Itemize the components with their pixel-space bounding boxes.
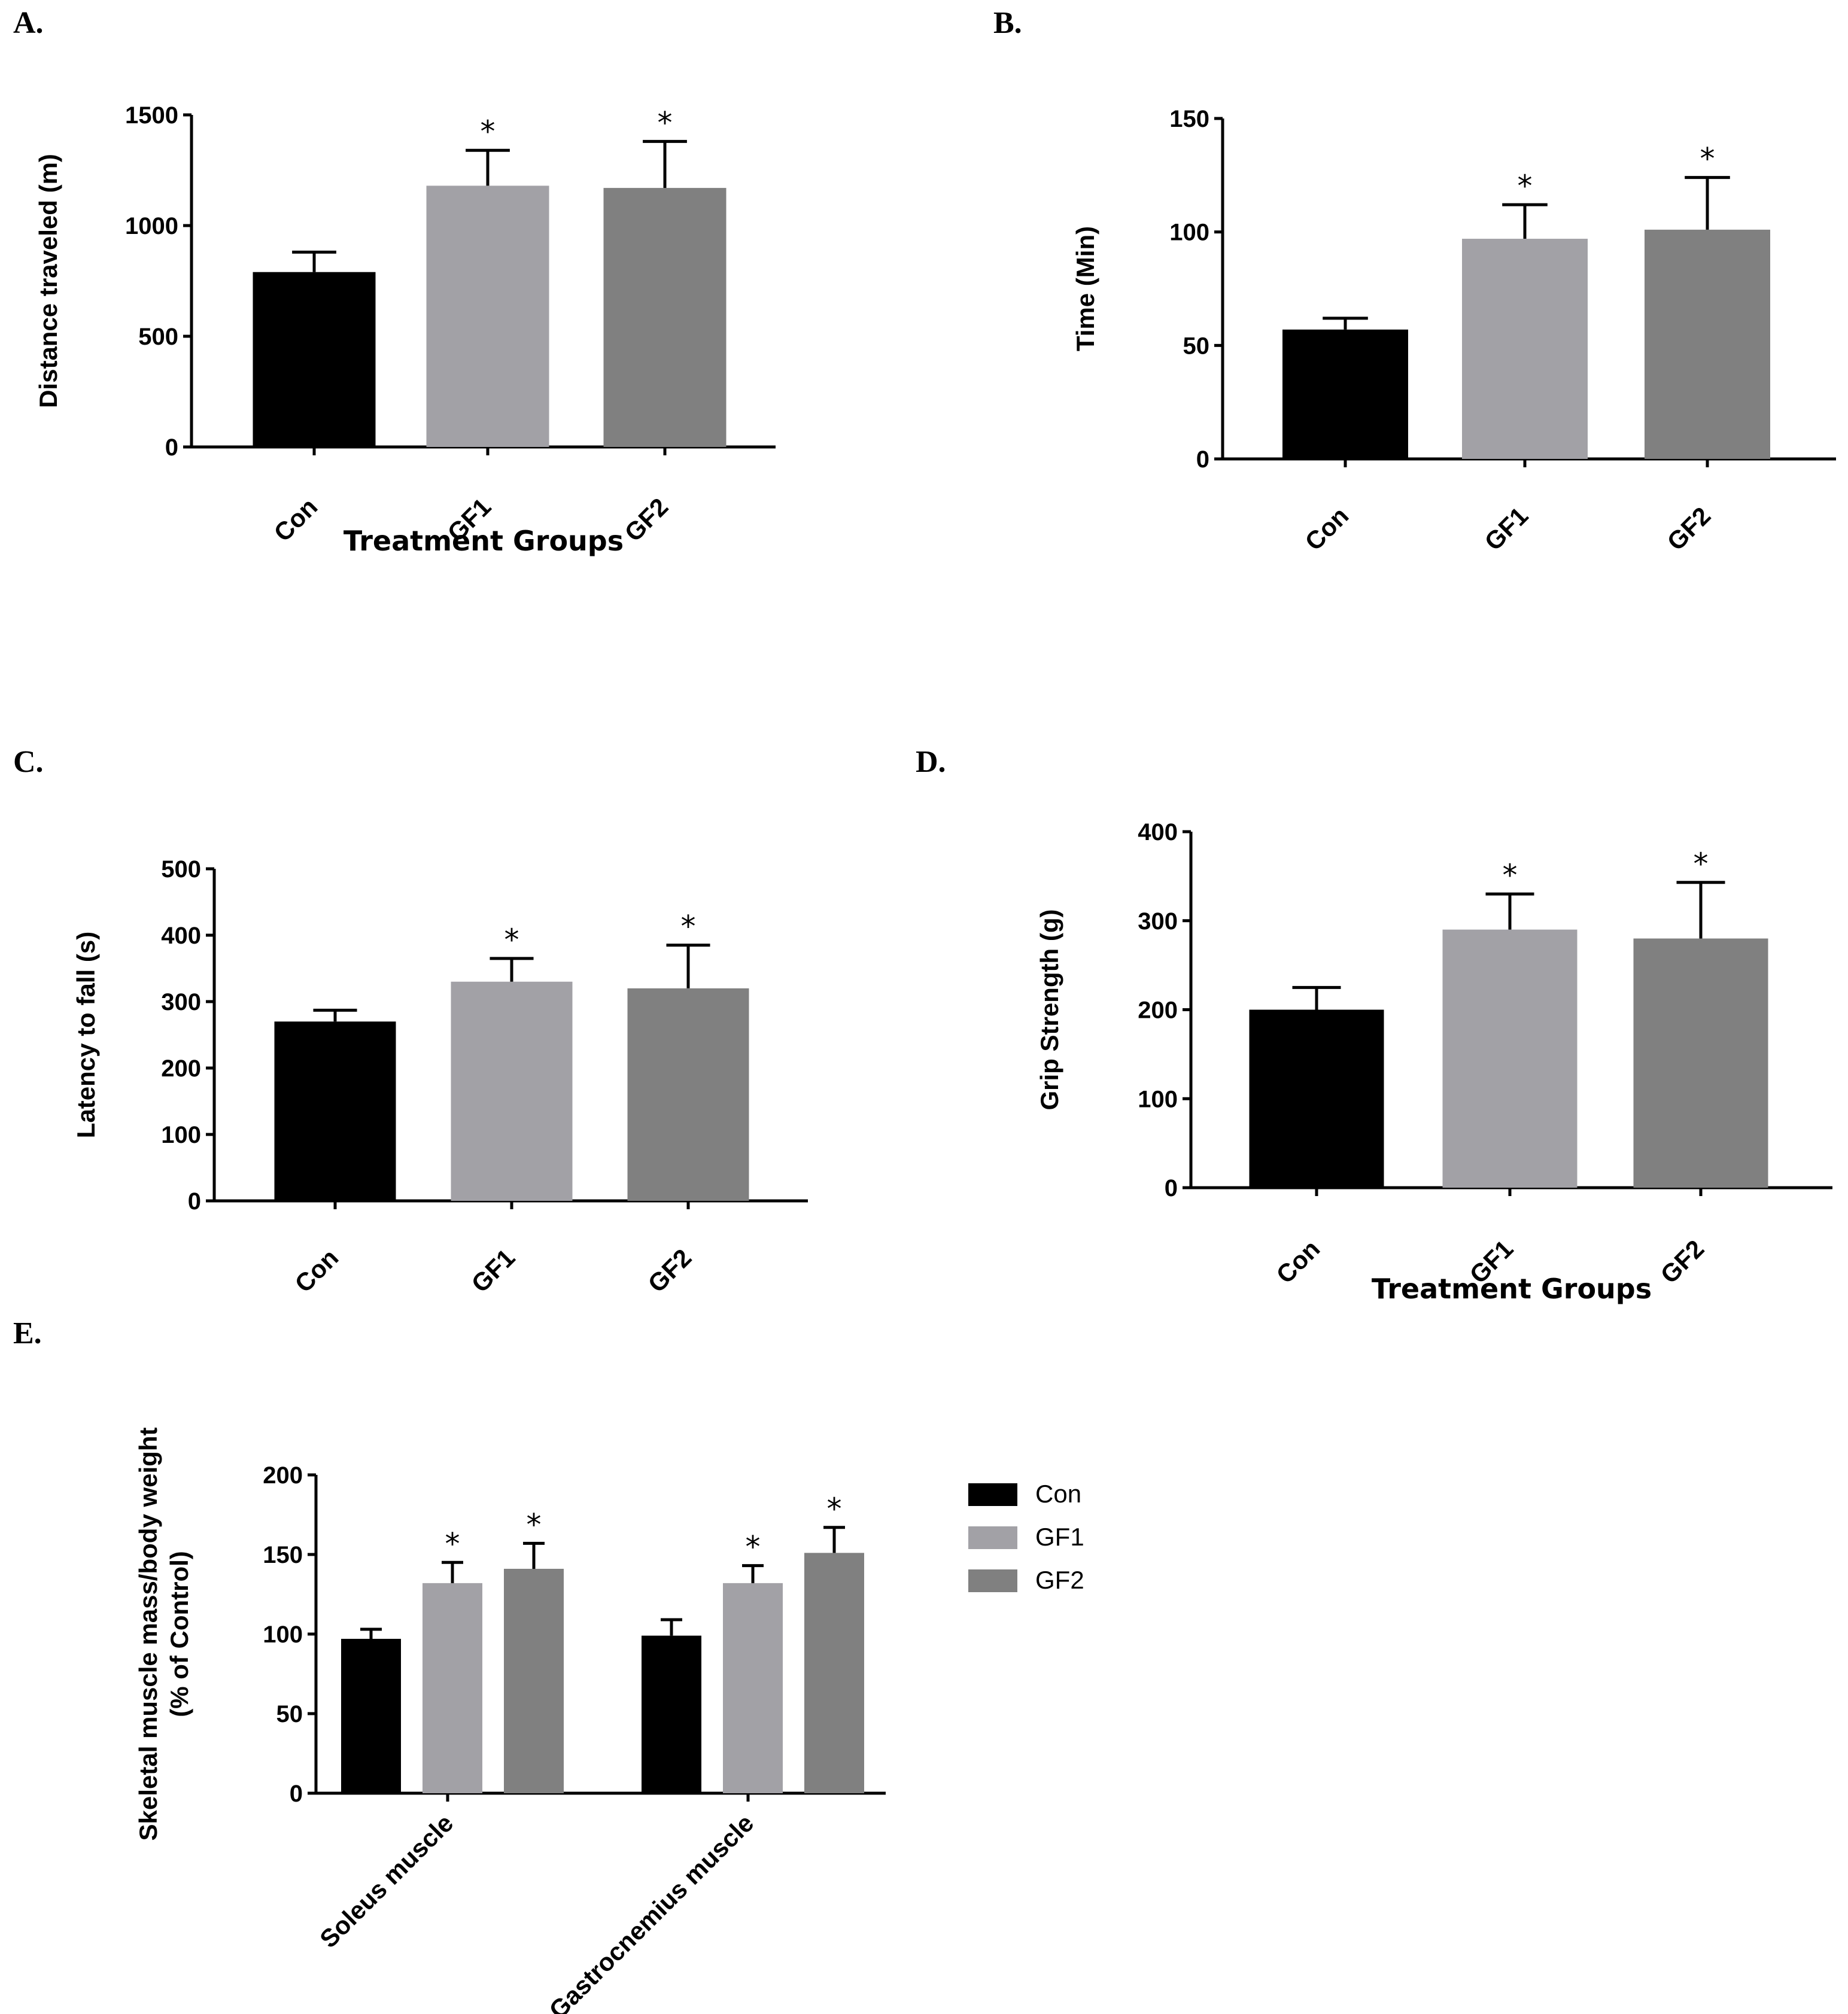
x-axis-title: Treatment Groups — [344, 525, 624, 557]
chart-b: B. 0 50 100 150 Time (Min) Con * GF1 * GF2 — [993, 6, 1836, 556]
bar-gf1 — [426, 185, 549, 447]
x-tick-label: Con — [289, 1243, 344, 1298]
bar-gf1 — [1442, 929, 1578, 1188]
x-tick-label: Gastrocnemius muscle — [543, 1809, 759, 2014]
panel-label: E. — [13, 1316, 42, 1350]
significance-marker: * — [746, 1530, 761, 1565]
y-tick-label: 0 — [1165, 1175, 1178, 1201]
significance-marker: * — [681, 909, 696, 944]
bar-gf2 — [603, 188, 727, 447]
y-axis-title: Latency to fall (s) — [72, 932, 100, 1138]
bar-gf1 — [723, 1583, 783, 1793]
legend-swatch — [968, 1569, 1017, 1592]
y-axis-title: Grip Strength (g) — [1035, 909, 1063, 1111]
bar-gf1 — [423, 1583, 482, 1793]
bar-gf2 — [627, 988, 749, 1201]
bar-con — [1249, 1009, 1384, 1188]
y-tick-label: 150 — [1169, 106, 1209, 132]
panel-label: A. — [13, 6, 44, 40]
x-tick-label: Con — [1299, 501, 1354, 556]
bar-con — [642, 1635, 701, 1793]
y-tick-label: 50 — [1183, 333, 1210, 359]
bar-gf2 — [1633, 938, 1768, 1188]
bar-con — [1282, 329, 1408, 459]
chart-a: A. 0 500 1000 1500 Distance traveled (m) Con * G… — [13, 6, 776, 557]
y-tick-label: 100 — [161, 1122, 201, 1148]
y-tick-label: 100 — [1169, 220, 1209, 246]
significance-marker: * — [1694, 847, 1709, 881]
legend-swatch — [968, 1526, 1017, 1549]
significance-marker: * — [658, 105, 673, 140]
bar-gf1 — [451, 981, 573, 1201]
panel-label: D. — [916, 745, 946, 779]
x-tick-label: Con — [1270, 1234, 1325, 1289]
panel-label: B. — [993, 6, 1022, 40]
x-axis-title: Treatment Groups — [1372, 1273, 1652, 1305]
bar-gf2 — [504, 1568, 564, 1793]
significance-marker: * — [445, 1526, 460, 1561]
chart-c: C. 0 100 200 300 400 500 Latency to fall (s) Con… — [13, 745, 808, 1298]
x-tick-label: GF2 — [642, 1243, 697, 1298]
legend-swatch — [968, 1483, 1017, 1506]
bar-con — [253, 272, 376, 447]
y-tick-label: 400 — [161, 923, 201, 949]
y-tick-label: 200 — [263, 1462, 303, 1489]
bar-gf2 — [1645, 229, 1770, 459]
x-tick-label: GF1 — [466, 1243, 520, 1298]
significance-marker: * — [827, 1492, 842, 1526]
legend-label: GF1 — [1035, 1523, 1084, 1551]
significance-marker: * — [481, 114, 496, 149]
significance-marker: * — [1700, 142, 1715, 177]
significance-marker: * — [1518, 169, 1533, 203]
significance-marker: * — [527, 1507, 542, 1542]
bar-con — [341, 1638, 401, 1793]
bar-con — [274, 1021, 396, 1201]
y-tick-label: 1000 — [125, 213, 178, 239]
y-axis-title: (% of Control) — [165, 1551, 193, 1717]
x-tick-label: GF2 — [1661, 501, 1716, 556]
y-tick-label: 300 — [1138, 908, 1178, 935]
y-tick-label: 0 — [290, 1781, 303, 1807]
chart-e: E. 0 50 100 150 200 Skeletal muscle mass/body … — [13, 1316, 1084, 2014]
bar-gf2 — [804, 1553, 864, 1793]
y-tick-label: 100 — [1138, 1086, 1178, 1112]
x-tick-label: Con — [268, 492, 323, 547]
y-axis-title: Skeletal muscle mass/body weight — [134, 1428, 162, 1841]
y-tick-label: 0 — [1196, 446, 1209, 473]
y-tick-label: 0 — [165, 434, 178, 461]
y-axis-title: Time (Min) — [1071, 226, 1099, 351]
y-tick-label: 200 — [1138, 997, 1178, 1024]
x-tick-label: GF2 — [1655, 1234, 1709, 1289]
legend-label: Con — [1035, 1480, 1081, 1508]
significance-marker: * — [504, 923, 519, 957]
y-tick-label: 200 — [161, 1055, 201, 1082]
panel-label: C. — [13, 745, 44, 779]
y-tick-label: 500 — [161, 856, 201, 883]
significance-marker: * — [1503, 858, 1518, 893]
y-tick-label: 300 — [161, 989, 201, 1015]
y-tick-label: 400 — [1138, 819, 1178, 845]
y-axis-title: Distance traveled (m) — [34, 154, 62, 408]
x-tick-label: Soleus muscle — [314, 1809, 458, 1953]
y-tick-label: 50 — [276, 1701, 303, 1727]
y-tick-label: 1500 — [125, 102, 178, 129]
legend-label: GF2 — [1035, 1566, 1084, 1594]
y-tick-label: 100 — [263, 1621, 303, 1648]
bar-gf1 — [1462, 239, 1588, 459]
y-tick-label: 500 — [138, 324, 178, 350]
x-tick-label: GF1 — [1479, 501, 1533, 556]
y-tick-label: 0 — [188, 1188, 201, 1215]
y-tick-label: 150 — [263, 1542, 303, 1568]
x-tick-label: GF2 — [619, 492, 673, 547]
